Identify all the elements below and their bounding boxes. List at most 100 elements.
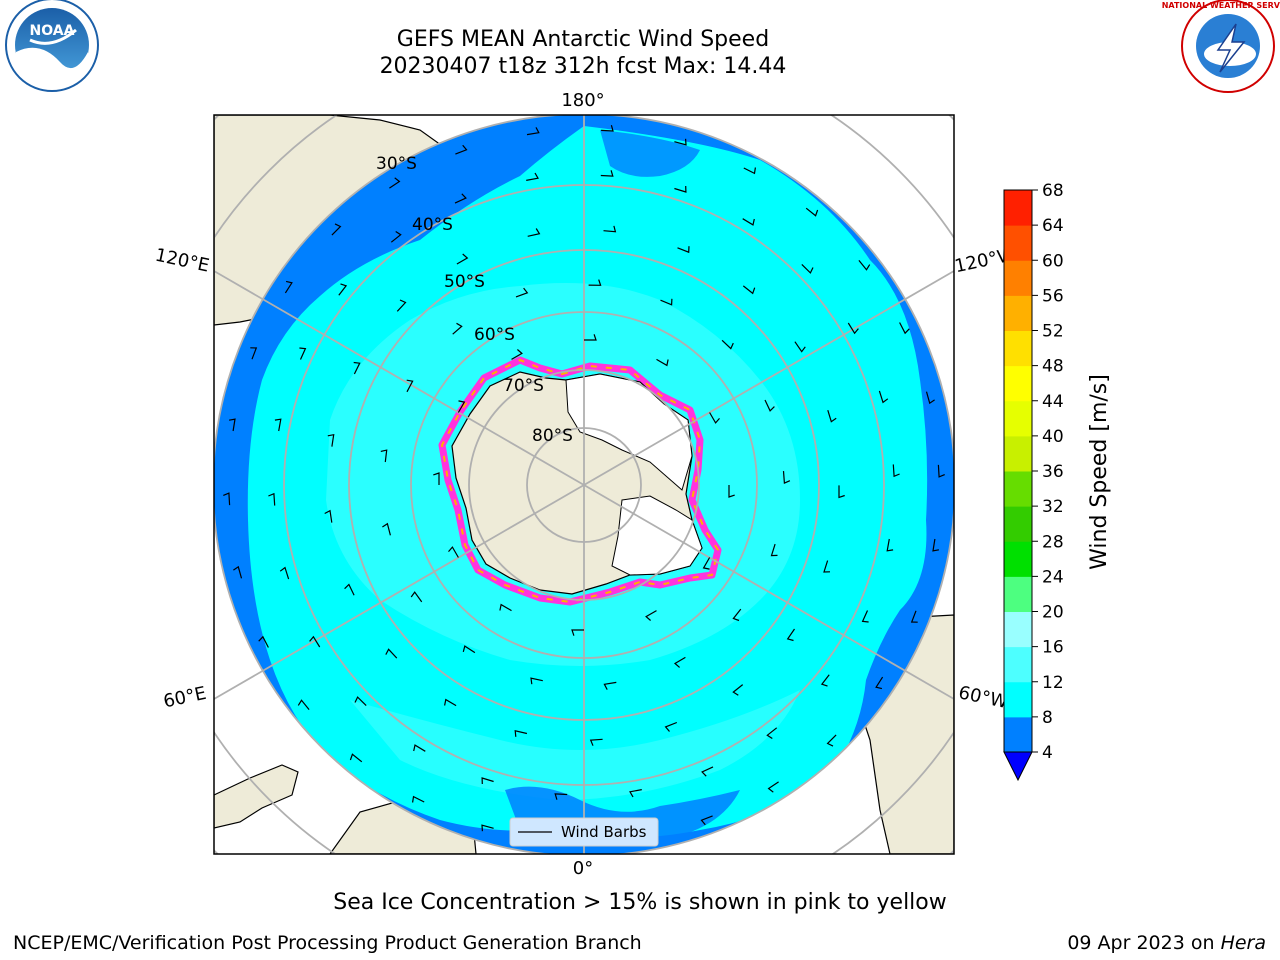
colorbar-segment — [1004, 295, 1032, 331]
wind-barb — [571, 629, 584, 636]
noaa-logo: NOAA — [5, 0, 99, 92]
wind-barb — [299, 347, 307, 360]
wind-barb — [462, 645, 476, 654]
wind-barb — [588, 279, 602, 286]
lat-label-80s: 80°S — [532, 426, 573, 446]
colorbar-segment — [1004, 716, 1032, 753]
wind-barb — [390, 230, 402, 243]
wind-barb — [406, 379, 414, 393]
colorbar-tick-label: 36 — [1042, 462, 1064, 482]
wind-barb — [353, 361, 361, 375]
credit-footer: NCEP/EMC/Verification Post Processing Pr… — [13, 932, 642, 954]
wind-barb — [382, 522, 391, 536]
lon-label-0: 0° — [573, 858, 593, 879]
colorbar-tick-label: 40 — [1042, 427, 1064, 447]
wind-barb — [732, 684, 744, 696]
wind-barb — [674, 138, 687, 146]
colorbar-segment — [1004, 225, 1032, 261]
wind-barb — [656, 358, 669, 367]
wind-barb — [452, 322, 463, 335]
wind-barb — [481, 777, 494, 785]
wind-barb — [530, 677, 543, 685]
wind-barb — [511, 349, 523, 360]
colorbar-segment — [1004, 365, 1032, 402]
date-footer: 09 Apr 2023 on Hera — [1067, 932, 1266, 954]
wind-barb — [349, 753, 363, 763]
wind-barb — [354, 696, 367, 707]
wind-barb — [805, 207, 819, 217]
antarctica — [438, 356, 722, 606]
wind-barb — [338, 283, 348, 296]
latitude-labels: 30°S 40°S 50°S 60°S 70°S 80°S — [376, 154, 573, 446]
wind-barb — [600, 170, 614, 177]
colorbar-tick-label: 12 — [1042, 673, 1064, 693]
lat-label-50s: 50°S — [444, 272, 485, 292]
wind-barb — [228, 418, 236, 432]
wind-barb — [455, 144, 468, 155]
wind-barb — [664, 721, 678, 732]
wind-barb — [444, 698, 457, 707]
wind-barb — [782, 471, 791, 484]
wind-barb — [448, 546, 459, 558]
wind-barb — [674, 185, 687, 193]
wind-barb — [861, 610, 869, 623]
svg-text:NATIONAL WEATHER SERVICE: NATIONAL WEATHER SERVICE — [1162, 1, 1280, 10]
map-title: GEFS MEAN Antarctic Wind Speed — [396, 27, 770, 52]
wind-barb — [327, 433, 335, 447]
wind-barb — [764, 399, 775, 412]
wind-barb — [603, 225, 617, 233]
wind-barb — [702, 557, 711, 570]
wind-barb — [742, 285, 756, 295]
colorbar-segment — [1004, 400, 1032, 437]
wind-barb — [309, 635, 321, 648]
wind-barb — [433, 472, 440, 485]
wind-barb — [838, 485, 845, 499]
colorbar-segment — [1004, 330, 1032, 367]
colorbar-segment — [1004, 646, 1032, 683]
colorbar-tick-label: 20 — [1042, 603, 1064, 623]
wind-barb — [910, 610, 918, 623]
wind-barb — [645, 610, 657, 621]
wind-barb — [601, 125, 614, 132]
sea-ice-caption: Sea Ice Concentration > 15% is shown in … — [333, 890, 947, 915]
wind-barb — [515, 287, 529, 298]
colorbar-tick-label: 68 — [1042, 181, 1064, 201]
wind-barb — [801, 263, 814, 274]
wind-barb — [701, 766, 714, 777]
colorbar-tick-label: 60 — [1042, 251, 1064, 271]
colorbar-segment — [1004, 435, 1032, 472]
wind-barb — [223, 492, 231, 506]
colorbar-tick-label: 64 — [1042, 216, 1064, 236]
wind-barb — [331, 223, 342, 236]
svg-text:NOAA: NOAA — [30, 23, 75, 39]
lon-label-60e: 60°E — [162, 683, 209, 713]
lon-label-120e: 120°E — [153, 245, 211, 277]
map-frame — [213, 114, 955, 855]
colorbar-segment — [1004, 681, 1032, 718]
wind-barb — [767, 781, 779, 793]
legend-label: Wind Barbs — [561, 823, 647, 841]
wind-barb — [770, 543, 778, 557]
wind-barb — [389, 177, 401, 189]
wind-barb — [584, 334, 597, 341]
wind-barb — [858, 260, 871, 271]
wind-barb — [899, 322, 910, 335]
colorbar-segment — [1004, 471, 1032, 507]
wind-barb — [457, 400, 466, 413]
wind-barb — [413, 744, 426, 752]
wind-barb — [786, 628, 795, 642]
wind-barb — [481, 824, 494, 832]
colorbar-tick-label: 52 — [1042, 322, 1064, 342]
wind-barb — [742, 218, 755, 226]
wind-barb — [794, 341, 806, 353]
colorbar-tick-label: 8 — [1042, 708, 1053, 728]
wind-barb — [499, 603, 512, 612]
colorbar-segment — [1004, 541, 1032, 577]
lon-label-60w: 60°W — [957, 682, 1010, 713]
nws-logo: NATIONAL WEATHER SERVICE — [1162, 0, 1280, 93]
wind-barb — [268, 492, 276, 506]
graticule — [214, 115, 954, 854]
wind-barb — [827, 410, 837, 423]
lat-label-60s: 60°S — [474, 325, 515, 345]
wind-barb — [677, 246, 690, 254]
